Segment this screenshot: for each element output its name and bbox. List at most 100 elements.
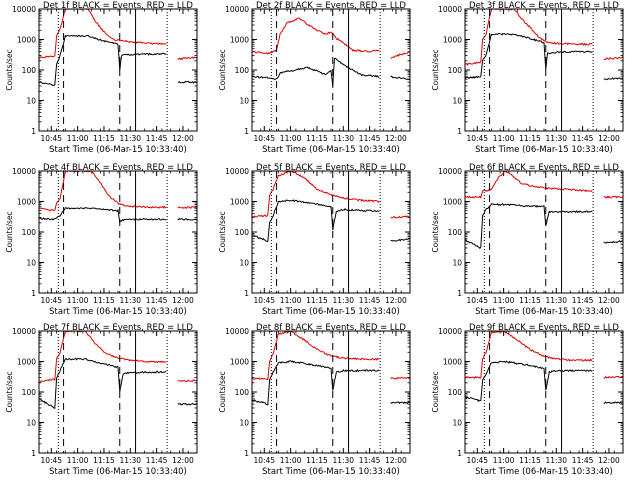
y-tick-label: 100 bbox=[448, 228, 463, 237]
plot-frame bbox=[464, 330, 624, 454]
x-axis-label: Start Time (06-Mar-15 10:33:40) bbox=[475, 307, 613, 317]
x-tick-label: 11:15 bbox=[306, 134, 328, 143]
chart-title: Det 5f BLACK = Events, RED = LLD bbox=[256, 163, 406, 173]
lld-series-line bbox=[39, 171, 167, 212]
events-series-line bbox=[252, 360, 380, 406]
events-series-line bbox=[39, 207, 167, 224]
y-axis-label: Counts/sec bbox=[218, 211, 227, 252]
plot-frame bbox=[464, 170, 624, 294]
y-tick-label: 10000 bbox=[438, 167, 462, 176]
x-tick-label: 11:45 bbox=[572, 456, 594, 465]
y-tick-label: 1000 bbox=[443, 358, 462, 367]
x-tick-label: 12:00 bbox=[598, 296, 620, 305]
y-axis-label: Counts/sec bbox=[5, 211, 14, 252]
x-tick-label: 10:45 bbox=[40, 296, 62, 305]
plot-frame bbox=[38, 330, 198, 454]
plot-frame bbox=[38, 170, 198, 294]
chart-panel-7: Det 7f BLACK = Events, RED = LLD Counts/s… bbox=[5, 323, 198, 477]
y-tick-label: 10 bbox=[239, 259, 249, 268]
y-tick-label: 10 bbox=[239, 97, 249, 106]
y-tick-label: 1 bbox=[31, 289, 36, 298]
plot-frame bbox=[464, 8, 624, 132]
y-axis-label: Counts/sec bbox=[431, 49, 440, 90]
x-tick-label: 11:15 bbox=[306, 456, 328, 465]
chart-panel-1: Det 1f BLACK = Events, RED = LLD Counts/s… bbox=[5, 1, 198, 155]
x-tick-label: 11:30 bbox=[332, 296, 354, 305]
lld-series-line bbox=[177, 379, 197, 383]
x-tick-label: 10:45 bbox=[40, 456, 62, 465]
x-tick-label: 11:00 bbox=[493, 134, 515, 143]
x-tick-label: 10:45 bbox=[253, 456, 275, 465]
x-tick-label: 11:15 bbox=[93, 134, 115, 143]
events-series-line bbox=[252, 57, 380, 87]
events-series-line bbox=[177, 80, 197, 84]
x-tick-label: 11:45 bbox=[359, 456, 381, 465]
y-tick-label: 1 bbox=[457, 289, 462, 298]
y-tick-label: 100 bbox=[235, 228, 250, 237]
x-tick-label: 12:00 bbox=[172, 456, 194, 465]
chart-title: Det 2f BLACK = Events, RED = LLD bbox=[256, 1, 406, 11]
y-tick-label: 10 bbox=[26, 419, 36, 428]
x-tick-label: 11:15 bbox=[519, 134, 541, 143]
x-tick-label: 11:00 bbox=[493, 456, 515, 465]
y-tick-label: 100 bbox=[22, 66, 37, 75]
y-tick-label: 10 bbox=[26, 259, 36, 268]
y-axis-label: Counts/sec bbox=[218, 49, 227, 90]
x-tick-label: 12:00 bbox=[385, 296, 407, 305]
y-tick-label: 1000 bbox=[230, 36, 249, 45]
y-tick-label: 10 bbox=[452, 259, 462, 268]
lld-series-line bbox=[39, 9, 167, 59]
x-tick-label: 11:15 bbox=[306, 296, 328, 305]
x-tick-label: 11:00 bbox=[280, 296, 302, 305]
x-axis-label: Start Time (06-Mar-15 10:33:40) bbox=[262, 307, 400, 317]
x-tick-label: 11:30 bbox=[119, 296, 141, 305]
y-tick-label: 10000 bbox=[225, 5, 249, 14]
y-tick-label: 100 bbox=[448, 66, 463, 75]
y-tick-label: 1000 bbox=[17, 198, 36, 207]
events-series-line bbox=[390, 401, 410, 405]
y-tick-label: 10000 bbox=[225, 327, 249, 336]
events-series-line bbox=[39, 34, 167, 87]
chart-panel-4: Det 4f BLACK = Events, RED = LLD Counts/s… bbox=[5, 163, 198, 317]
x-tick-label: 11:30 bbox=[332, 456, 354, 465]
x-tick-label: 11:30 bbox=[119, 134, 141, 143]
x-tick-label: 11:15 bbox=[519, 296, 541, 305]
events-series-line bbox=[39, 357, 167, 409]
y-axis-label: Counts/sec bbox=[431, 211, 440, 252]
lld-series-line bbox=[390, 51, 410, 59]
y-tick-label: 10 bbox=[26, 97, 36, 106]
events-series-line bbox=[177, 218, 197, 221]
x-axis-label: Start Time (06-Mar-15 10:33:40) bbox=[49, 307, 187, 317]
x-tick-label: 10:45 bbox=[40, 134, 62, 143]
x-axis-label: Start Time (06-Mar-15 10:33:40) bbox=[475, 467, 613, 477]
lld-series-line bbox=[39, 331, 167, 383]
events-series-line bbox=[465, 32, 593, 79]
y-tick-label: 10000 bbox=[12, 327, 36, 336]
y-tick-label: 10000 bbox=[438, 327, 462, 336]
x-axis-label: Start Time (06-Mar-15 10:33:40) bbox=[262, 145, 400, 155]
x-tick-label: 10:45 bbox=[466, 456, 488, 465]
chart-title: Det 7f BLACK = Events, RED = LLD bbox=[43, 323, 193, 333]
events-series-line bbox=[390, 75, 410, 81]
x-tick-label: 11:30 bbox=[545, 456, 567, 465]
x-tick-label: 12:00 bbox=[385, 456, 407, 465]
x-tick-label: 11:45 bbox=[146, 296, 168, 305]
x-tick-label: 12:00 bbox=[598, 456, 620, 465]
y-tick-label: 1 bbox=[244, 449, 249, 458]
x-tick-label: 11:15 bbox=[519, 456, 541, 465]
chart-panel-5: Det 5f BLACK = Events, RED = LLD Counts/s… bbox=[218, 163, 411, 317]
x-tick-label: 10:45 bbox=[466, 134, 488, 143]
x-tick-label: 11:30 bbox=[545, 296, 567, 305]
x-tick-label: 11:15 bbox=[93, 296, 115, 305]
y-tick-label: 10 bbox=[452, 97, 462, 106]
chart-title: Det 4f BLACK = Events, RED = LLD bbox=[43, 163, 193, 173]
chart-panel-2: Det 2f BLACK = Events, RED = LLD Counts/s… bbox=[218, 1, 411, 155]
y-tick-label: 1000 bbox=[17, 36, 36, 45]
chart-panel-6: Det 6f BLACK = Events, RED = LLD Counts/s… bbox=[431, 163, 624, 317]
chart-title: Det 8f BLACK = Events, RED = LLD bbox=[256, 323, 406, 333]
lld-series-line bbox=[465, 9, 593, 66]
y-tick-label: 100 bbox=[22, 228, 37, 237]
y-tick-label: 1 bbox=[31, 449, 36, 458]
events-series-line bbox=[465, 360, 593, 403]
